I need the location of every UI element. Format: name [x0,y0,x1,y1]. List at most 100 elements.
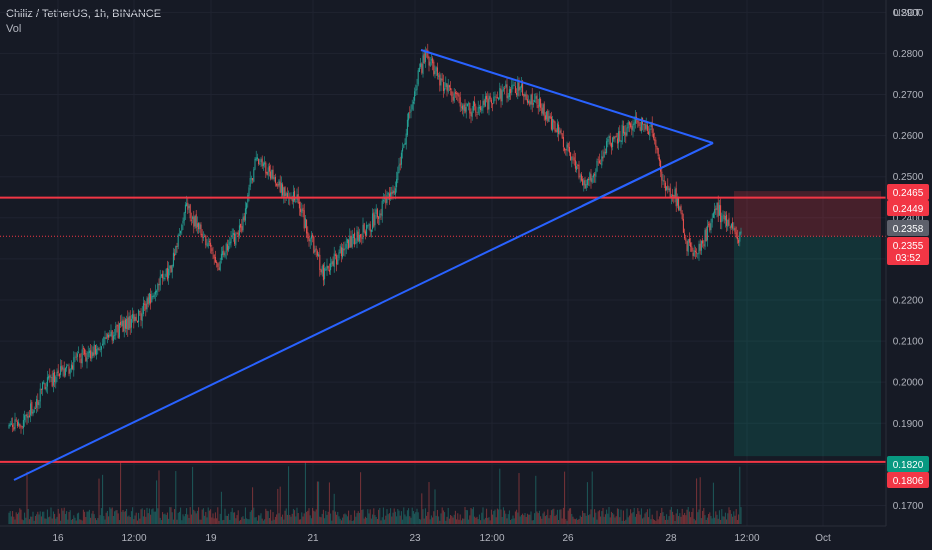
candle-body [626,127,628,136]
time-axis-panel[interactable] [0,526,886,550]
volume-bar [628,515,630,524]
candle-body [500,88,502,102]
candle-body [694,250,696,253]
candle-body [210,242,212,247]
candle-body [499,88,501,99]
candle-body [549,115,551,119]
volume-bar [325,510,327,524]
price-tick-label: 0.2200 [893,295,924,306]
chart-legend: Chiliz / TetherUS, 1h, BINANCE Vol [6,7,161,37]
volume-bar [619,517,621,524]
take-profit-zone[interactable] [734,236,881,457]
symbol-title[interactable]: Chiliz / TetherUS, 1h, BINANCE [6,8,162,20]
candle-body [327,265,329,269]
trend-line[interactable] [581,142,714,207]
candle-body [326,265,328,271]
candle-body [66,366,68,369]
candle-body [261,158,263,167]
candle-body [338,252,340,259]
volume-bar [338,516,340,524]
volume-bar [733,511,735,524]
candle-body [480,106,482,111]
volume-bar [139,518,141,524]
volume-bar [680,516,682,524]
candle-body [529,101,531,106]
candle-body [18,422,20,426]
candle-body [382,200,384,202]
volume-bar [566,520,568,524]
candle-body [644,123,646,131]
volume-bar [184,513,186,524]
candle-body [693,250,695,257]
volume-bar [644,513,646,524]
candle-body [170,265,172,273]
volume-bar [127,516,129,524]
volume-bar [666,514,668,524]
volume-bar [369,509,371,524]
volume-bar [145,516,147,524]
candle-body [268,166,270,172]
candle-body [291,197,293,201]
candle-body [661,171,663,181]
volume-bar [495,517,497,524]
candle-body [46,377,48,387]
candle-body [381,200,383,217]
volume-bar [618,508,620,524]
candle-body [658,157,660,161]
volume-bar [294,510,296,524]
candle-body [352,234,354,238]
volume-bar [250,510,252,524]
candle-body [75,356,77,358]
volume-bar [600,516,602,524]
volume-bar [219,513,221,524]
horizontal-lines[interactable] [0,196,886,463]
volume-bar [646,509,648,524]
volume-bar [508,510,510,524]
trend-line[interactable] [420,49,714,144]
volume-bar [638,511,640,524]
volume-bar [214,512,216,524]
candle-body [698,243,700,254]
volume-bar [303,513,305,524]
candle-body [702,240,704,244]
candle-body [188,205,190,209]
candle-body [333,253,335,268]
trend-lines[interactable] [13,49,714,481]
candle-body [140,312,142,321]
price-axis-unit: USDT [893,8,920,19]
volume-bar [601,511,603,524]
volume-indicator-label[interactable]: Vol [6,23,22,35]
volume-bar [668,516,670,524]
volume-bar [237,510,239,524]
candle-body [103,337,105,345]
candle-body [432,58,434,64]
volume-bar [657,519,659,524]
candle-body [121,320,123,327]
volume-bar [697,512,699,524]
candle-body [192,216,194,219]
candle-body [680,205,682,213]
candle-body [104,337,106,339]
candle-body [547,110,549,122]
volume-bar [501,517,503,524]
volume-bar [327,511,329,524]
volume-bar [128,515,130,524]
candle-body [494,96,496,97]
candle-body [685,238,687,241]
volume-bar [121,511,123,524]
candle-body [241,226,243,232]
volume-bar [380,520,382,524]
candles [8,43,742,435]
volume-bar [314,511,316,524]
last-price-tag-text: 0.2358 [893,224,924,235]
candle-body [385,196,387,204]
candle-body [555,130,557,133]
volume-bar [716,514,718,524]
volume-bar [375,516,377,524]
price-tick-label: 0.2700 [893,90,924,101]
volume-bar [34,516,36,524]
volume-bar [728,507,730,524]
candle-body [358,235,360,242]
